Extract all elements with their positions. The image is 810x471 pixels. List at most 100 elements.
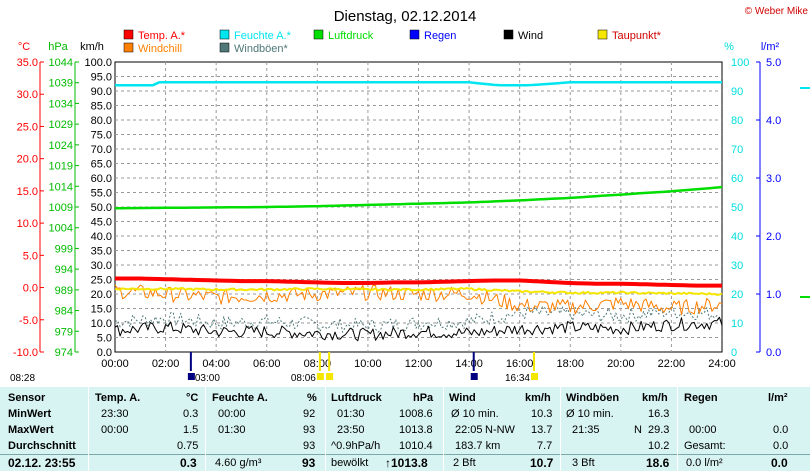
chart-axes: 35.0 30.0 25.0 20.0 15.0 10.0 5.0 0.0 -5.0 -10.0 1… bbox=[13, 41, 781, 370]
pressure-tick-label: 1039 bbox=[49, 78, 73, 90]
temp-avg-value: 0.75 bbox=[177, 440, 199, 452]
wind-avg-label: Ø 10 min. bbox=[451, 408, 499, 420]
rain-tick-label: 2.0 bbox=[766, 231, 781, 243]
pressure-tick-label: 1004 bbox=[49, 223, 73, 235]
legend-label: Wind bbox=[518, 30, 543, 42]
rain-axis-label: l/m² bbox=[761, 41, 780, 53]
header-humidity-unit: % bbox=[307, 392, 317, 404]
series-line-windchill bbox=[114, 284, 723, 316]
press-trend: ^0.9hPa/h bbox=[331, 440, 381, 452]
hum-avg-value: 93 bbox=[303, 440, 316, 452]
pressure-tick-label: 979 bbox=[55, 326, 73, 338]
x-tick-label: 18:00 bbox=[556, 358, 584, 370]
pressure-tick-label: 1029 bbox=[49, 119, 73, 131]
header-gust-unit: km/h bbox=[642, 392, 668, 404]
rain-total-value: 0.0 bbox=[773, 440, 789, 452]
wind-current-value: 10.7 bbox=[530, 456, 554, 470]
wind-tick-label: 30.0 bbox=[91, 260, 112, 272]
legend-label: Luftdruck bbox=[328, 30, 374, 42]
legend-swatch bbox=[409, 29, 420, 40]
temp-min-value: 0.3 bbox=[183, 408, 199, 420]
wind-max-direction: N-NW bbox=[485, 424, 515, 436]
x-tick-label: 04:00 bbox=[202, 358, 230, 370]
humidity-tick-label: 70 bbox=[731, 144, 743, 156]
x-tick-label: 08:00 bbox=[304, 358, 332, 370]
press-max-value: 1013.8 bbox=[399, 424, 433, 436]
press-max-time: 23:50 bbox=[337, 424, 365, 436]
statistics-table: Sensor Temp. A. °C Feuchte A. % Luftdruc… bbox=[0, 387, 810, 471]
rain-tick-label: 0.0 bbox=[766, 347, 781, 359]
header-temp: Temp. A. bbox=[95, 392, 141, 404]
wind-tick-label: 5.0 bbox=[97, 333, 112, 345]
pressure-tick-label: 1024 bbox=[49, 140, 73, 152]
abs-humidity: 4.60 g/m³ bbox=[215, 457, 262, 469]
wind-tick-label: 20.0 bbox=[91, 289, 112, 301]
x-tick-label: 22:00 bbox=[658, 358, 686, 370]
wind-tick-label: 95.0 bbox=[91, 72, 112, 84]
wind-tick-label: 55.0 bbox=[91, 188, 112, 200]
chart-title: Dienstag, 02.12.2014 bbox=[334, 8, 477, 25]
wind-tick-label: 100.0 bbox=[84, 57, 112, 69]
pressure-tick-label: 974 bbox=[55, 347, 73, 359]
sunrise-icon bbox=[326, 373, 334, 380]
x-tick-label: 20:00 bbox=[607, 358, 635, 370]
temp-tick-label: 10.0 bbox=[17, 218, 38, 230]
copyright-label: © Weber Mike bbox=[745, 6, 809, 17]
wind-avg-day-value: 7.7 bbox=[537, 440, 553, 452]
pressure-tick-label: 984 bbox=[55, 306, 73, 318]
sunset-icon bbox=[530, 373, 538, 380]
wind-tick-label: 0.0 bbox=[97, 347, 112, 359]
rain-total-label: Gesamt: bbox=[684, 440, 726, 452]
row-label-avg: Durchschnitt bbox=[8, 440, 76, 452]
humidity-tick-label: 30 bbox=[731, 260, 743, 272]
wind-tick-label: 80.0 bbox=[91, 115, 112, 127]
temp-tick-label: -10.0 bbox=[13, 347, 38, 359]
wind-tick-label: 45.0 bbox=[91, 217, 112, 229]
weather-chart: 35.0 30.0 25.0 20.0 15.0 10.0 5.0 0.0 -5.0 -10.0 1… bbox=[10, 6, 810, 384]
header-temp-unit: °C bbox=[186, 392, 199, 404]
wind-tick-label: 85.0 bbox=[91, 101, 112, 113]
marker-time-label: 08:06 bbox=[291, 373, 316, 384]
wind-tick-label: 90.0 bbox=[91, 86, 112, 98]
current-timestamp: 02.12. 23:55 bbox=[8, 456, 76, 470]
temp-tick-label: 0.0 bbox=[23, 283, 38, 295]
chart-series bbox=[114, 81, 810, 342]
legend-label: Taupunkt* bbox=[612, 30, 662, 42]
header-rain-unit: l/m² bbox=[768, 392, 788, 404]
series-line-windben bbox=[114, 305, 723, 333]
temp-tick-label: 5.0 bbox=[23, 250, 38, 262]
series-line-wind bbox=[114, 316, 723, 342]
wind-beaufort: 2 Bft bbox=[453, 457, 476, 469]
gust-avg-value: 16.3 bbox=[648, 408, 670, 420]
wind-tick-label: 35.0 bbox=[91, 246, 112, 258]
humidity-tick-label: 10 bbox=[731, 318, 743, 330]
temp-tick-label: 20.0 bbox=[17, 154, 38, 166]
moon-icon bbox=[187, 373, 195, 380]
wind-tick-label: 15.0 bbox=[91, 304, 112, 316]
marker-time-label: 08:28 bbox=[10, 373, 35, 384]
temp-current-value: 0.3 bbox=[180, 456, 197, 470]
wind-tick-label: 70.0 bbox=[91, 144, 112, 156]
legend-swatch bbox=[123, 29, 134, 40]
temp-tick-label: -5.0 bbox=[19, 315, 38, 327]
gust-max-time: 21:35 bbox=[572, 424, 600, 436]
header-humidity: Feuchte A. bbox=[212, 392, 268, 404]
row-label-min: MinWert bbox=[8, 408, 52, 420]
x-tick-label: 24:00 bbox=[708, 358, 736, 370]
gust-max-direction: N bbox=[634, 424, 642, 436]
rain-max-time: 00:00 bbox=[689, 424, 717, 436]
pressure-tick-label: 1009 bbox=[49, 202, 73, 214]
wind-max-time: 22:05 bbox=[455, 424, 483, 436]
x-tick-label: 12:00 bbox=[405, 358, 433, 370]
header-pressure: Luftdruck bbox=[331, 392, 382, 404]
rain-current-value: 0.0 bbox=[771, 456, 788, 470]
legend-swatch bbox=[219, 29, 230, 40]
header-wind: Wind bbox=[449, 392, 476, 404]
gust-current-value: 18.6 bbox=[646, 456, 670, 470]
legend-swatch bbox=[503, 29, 514, 40]
humidity-tick-label: 40 bbox=[731, 231, 743, 243]
humidity-tick-label: 100 bbox=[731, 57, 749, 69]
chart-legend: Temp. A.* Feuchte A.* Luftdruck Regen Wind Ta… bbox=[123, 29, 662, 55]
humidity-tick-label: 50 bbox=[731, 202, 743, 214]
x-tick-label: 02:00 bbox=[152, 358, 180, 370]
